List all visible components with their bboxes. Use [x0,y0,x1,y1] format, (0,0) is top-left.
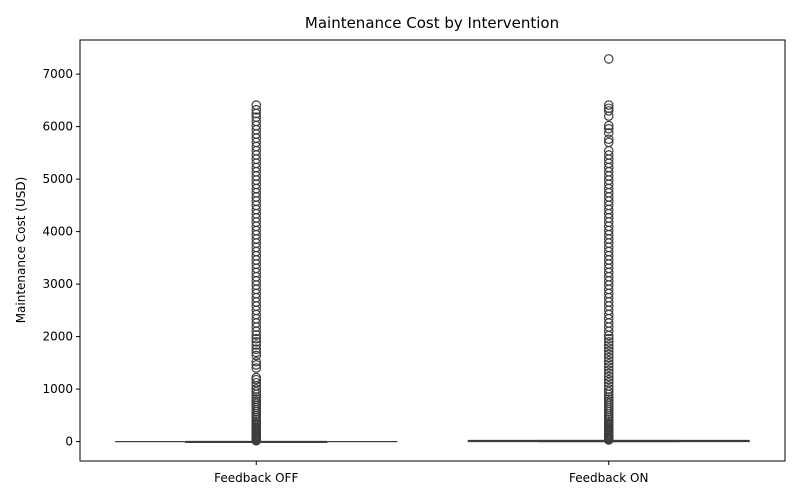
outlier-point [603,103,614,114]
y-tick-label: 6000 [42,120,73,134]
outlier-point [251,347,262,358]
outlier-point [603,150,614,160]
outlier-point [251,337,262,347]
outlier-point [251,363,262,373]
y-tick-label: 1000 [42,382,73,396]
y-tick-label: 2000 [42,330,73,344]
x-tick-label: Feedback ON [569,471,648,485]
outlier-point [251,340,262,350]
chart-title: Maintenance Cost by Intervention [305,14,559,32]
y-tick-label: 4000 [42,225,73,239]
y-axis-title: Maintenance Cost (USD) [14,177,28,324]
y-tick-label: 3000 [42,277,73,291]
outlier-point [603,120,614,131]
outlier-point [603,377,614,388]
outlier-point [603,337,614,347]
outlier-point [251,112,262,122]
outlier-point [603,368,614,379]
outlier-point [251,344,262,354]
outlier-point [603,343,614,353]
outlier-point [603,359,614,369]
outlier-point [251,333,262,344]
outlier-point [603,54,614,64]
outlier-point [251,360,262,370]
outlier-point [603,128,614,138]
outlier-point [603,381,614,391]
outlier-point [603,340,614,350]
outlier-point [603,123,614,134]
plot-area [115,54,750,446]
outlier-point [603,346,614,357]
outlier-point [603,333,614,344]
y-tick-label: 7000 [42,67,73,81]
outlier-point [251,384,262,394]
outlier-point [603,137,614,148]
outlier-point [251,372,262,383]
outlier-point [603,365,614,375]
y-tick-label: 0 [65,435,73,449]
outlier-point [251,356,262,367]
outlier-point [603,352,614,363]
outlier-point [251,100,262,110]
plot-frame [79,39,786,462]
x-tick-label: Feedback OFF [214,471,298,485]
y-tick-label: 5000 [42,172,73,186]
outlier-point [603,349,614,360]
outlier-point [251,105,262,115]
outlier-point [603,100,614,110]
outlier-point [603,371,614,382]
outlier-point [251,350,262,361]
outlier-point [603,374,614,385]
outlier-point [603,134,614,145]
outlier-point [603,355,614,366]
outlier-point [603,106,614,116]
outlier-point [603,362,614,372]
outlier-point [251,377,262,388]
outlier-point [603,384,614,394]
